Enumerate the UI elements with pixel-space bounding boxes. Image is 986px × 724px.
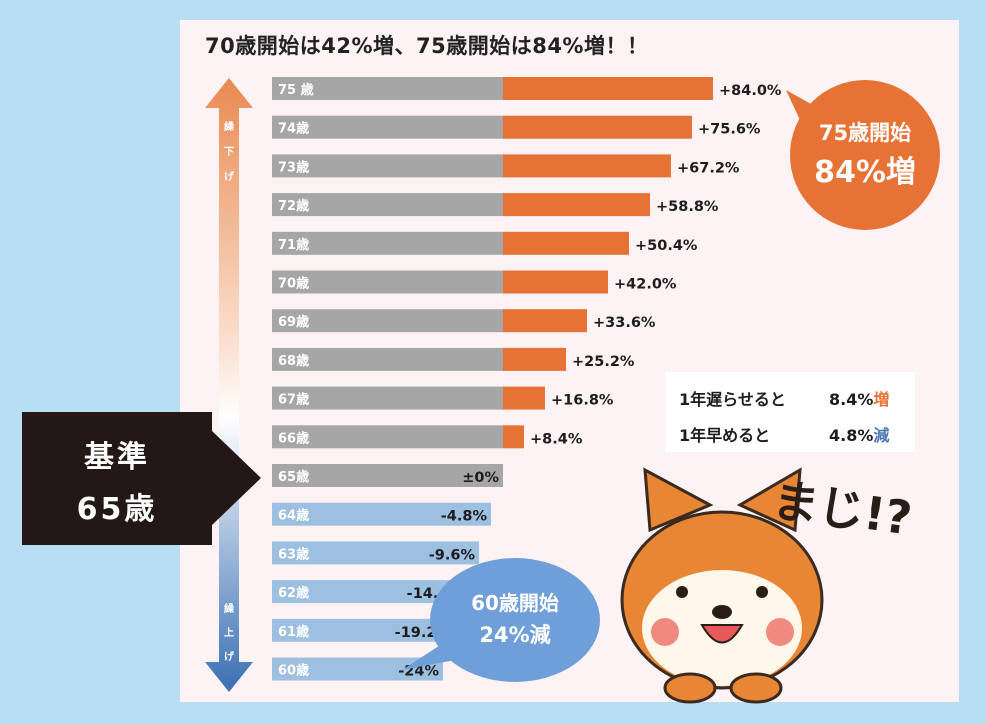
bar-category-label: 63歳 [278, 546, 309, 562]
bar-value-label: +75.6% [698, 122, 761, 138]
bar-increase [503, 154, 671, 178]
bar-category-label: 75 歳 [278, 82, 314, 98]
bubble-75: 75歳開始 84%増 [786, 80, 940, 230]
bar-increase [503, 115, 692, 139]
bar-increase [503, 270, 608, 294]
bar-increase [503, 193, 650, 217]
bar-increase [503, 309, 587, 333]
bar-increase [503, 347, 566, 371]
bar-value-label: +58.8% [656, 199, 719, 215]
bar-category-label: 73歳 [278, 159, 309, 175]
bar-base [272, 270, 503, 294]
baseline-callout: 基準 65歳 [22, 412, 212, 545]
bar-category-label: 67歳 [278, 392, 309, 408]
bar-category-label: 61歳 [278, 624, 309, 640]
callout-line2: 65歳 [76, 492, 158, 527]
bar-increase [503, 231, 629, 255]
bar-base [272, 115, 503, 139]
arrow-top-char-2: げ [224, 170, 235, 183]
rate-row1-pct: 8.4% [829, 390, 874, 409]
arrow-bottom-char-1: 上 [224, 626, 234, 639]
bar-value-label: +84.0% [719, 83, 782, 99]
arrow-bottom-char-2: げ [224, 650, 235, 663]
bar-category-label: 71歳 [278, 237, 309, 253]
bar-base [272, 193, 503, 217]
rate-box: 1年遅らせると 8.4%増 1年早めると 4.8%減 [665, 372, 915, 452]
bar-value-label: -4.8% [441, 509, 488, 525]
bar-category-label: 64歳 [278, 508, 309, 524]
bar-category-label: 74歳 [278, 121, 309, 137]
bar-category-label: 62歳 [278, 585, 309, 601]
chart-title: 70歳開始は42%増、75歳開始は84%増！！ [205, 34, 649, 58]
bar-base [272, 347, 503, 371]
bar-base [272, 309, 503, 333]
bubble-75-line2: 84%増 [814, 155, 916, 190]
bar-value-label: -9.6% [429, 547, 476, 563]
bars-layer: 75 歳 +84.0% 74歳 +75.6% 73歳 +67.2% 72歳 +58.8% 71歳… [272, 77, 782, 681]
bar-value-label: ±0% [462, 470, 499, 486]
bar-value-label: +67.2% [677, 160, 740, 176]
bar-value-label: +8.4% [530, 431, 583, 447]
bar-base [272, 425, 503, 449]
bubble-60-line2: 24%減 [479, 623, 550, 647]
arrow-top-char-0: 繰 [224, 120, 235, 133]
bar-category-label: 68歳 [278, 353, 309, 369]
bar-category-label: 69歳 [278, 314, 309, 330]
bar-value-label: +25.2% [572, 354, 635, 370]
arrow-bottom-char-0: 繰 [224, 602, 235, 615]
rate-row-decrease: 1年早めると 4.8%減 [679, 422, 889, 446]
bar-base [272, 502, 491, 526]
callout-line1: 基準 [84, 440, 150, 475]
bar-category-label: 66歳 [278, 430, 309, 446]
rate-row2-pct: 4.8% [829, 426, 874, 445]
bar-value-label: +33.6% [593, 315, 656, 331]
bar-base [272, 77, 503, 100]
bar-category-label: 60歳 [278, 663, 309, 679]
shiba-mascot: まじ!? [620, 467, 915, 704]
bar-increase [503, 386, 545, 410]
bar-category-label: 72歳 [278, 198, 309, 214]
bar-base [272, 464, 503, 487]
bubble-60: 60歳開始 24%減 [402, 558, 600, 682]
bar-value-label: +16.8% [551, 393, 614, 409]
rate-row1-label: 1年遅らせると [679, 390, 786, 409]
bar-value-label: +50.4% [635, 238, 698, 254]
bar-base [272, 386, 503, 410]
bar-base [272, 231, 503, 255]
bar-category-label: 70歳 [278, 276, 309, 292]
rate-row2-label: 1年早めると [679, 426, 771, 445]
arrow-top-char-1: 下 [224, 146, 234, 158]
rate-row-increase: 1年遅らせると 8.4%増 [679, 386, 889, 410]
bar-base [272, 618, 455, 642]
bar-base [272, 541, 479, 565]
rate-row1-suffix: 増 [873, 390, 890, 409]
bar-value-label: +42.0% [614, 277, 677, 293]
bubble-60-line1: 60歳開始 [471, 591, 559, 615]
bar-base [272, 657, 443, 681]
bubble-75-line1: 75歳開始 [819, 121, 911, 145]
bar-base [272, 154, 503, 178]
rate-row2-suffix: 減 [873, 426, 890, 445]
bar-category-label: 65歳 [278, 469, 309, 485]
direction-arrow: 繰 下 げ 繰 上 げ [205, 78, 253, 692]
bar-increase [503, 77, 713, 100]
bar-increase [503, 425, 524, 449]
bar-base [272, 580, 467, 604]
callout-pointer [211, 430, 261, 526]
